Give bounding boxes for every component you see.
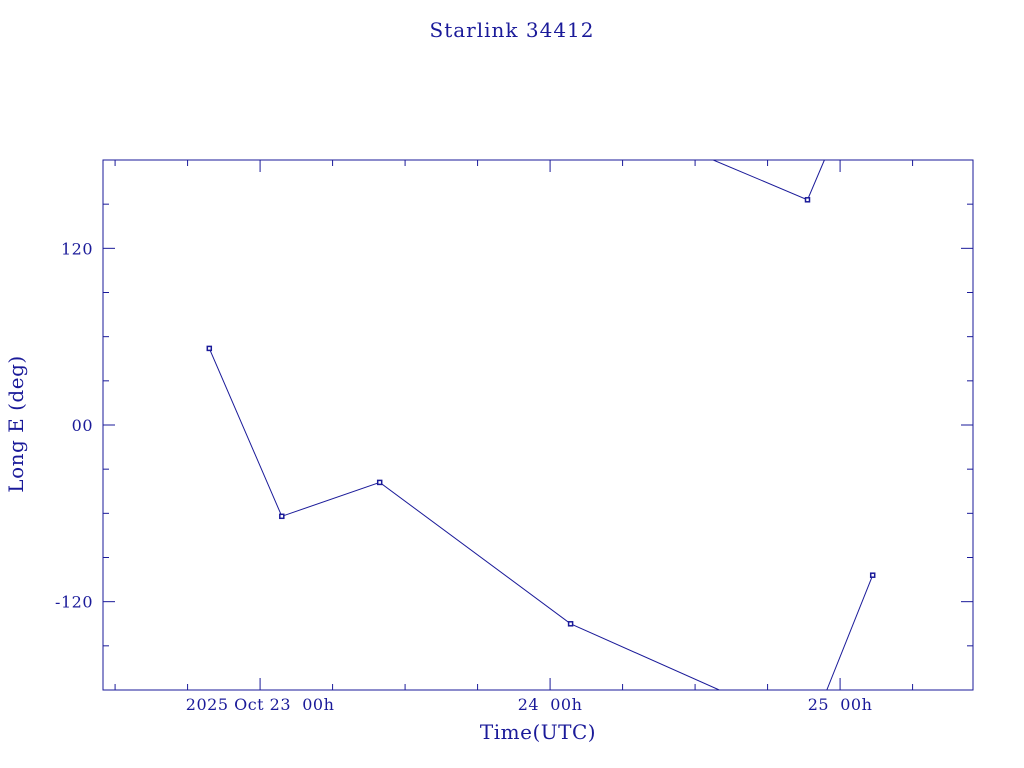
x-tick-label: 2025 Oct 23 00h	[186, 695, 335, 714]
data-point	[279, 513, 285, 520]
x-axis-label: Time(UTC)	[480, 720, 596, 744]
y-tick-label: 00	[72, 416, 93, 435]
y-tick-label: -120	[55, 593, 93, 612]
y-axis-label: Long E (deg)	[4, 355, 28, 492]
series-segment-1	[208, 348, 720, 690]
tick-labels: 2025 Oct 23 00h 24 00h 25 00h 120 00 -120	[55, 239, 872, 714]
data-point	[804, 197, 811, 203]
data-point	[206, 345, 213, 352]
major-ticks	[103, 160, 973, 690]
series-segment-2	[713, 160, 825, 201]
chart-title: Starlink 34412	[430, 18, 595, 42]
plot-frame	[102, 159, 974, 691]
data-point	[869, 572, 876, 578]
data-point	[376, 479, 383, 486]
data-point	[567, 621, 574, 627]
x-tick-label: 24 00h	[518, 695, 583, 714]
data-markers	[206, 197, 876, 627]
series-longitude	[208, 160, 874, 690]
x-tick-label: 25 00h	[808, 695, 873, 714]
y-tick-label: 120	[61, 239, 93, 258]
minor-ticks	[103, 160, 973, 690]
series-segment-3	[826, 575, 874, 690]
